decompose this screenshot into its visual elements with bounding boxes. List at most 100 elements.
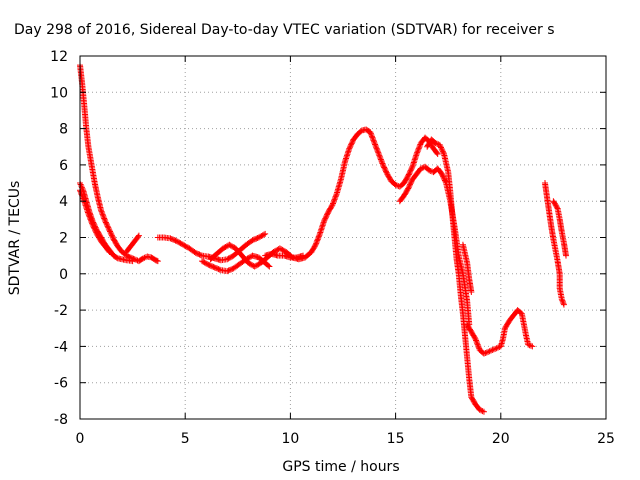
data-point <box>211 264 218 271</box>
data-point <box>311 242 318 249</box>
data-point <box>246 260 253 267</box>
data-point <box>404 186 411 193</box>
data-point <box>377 156 384 163</box>
data-point <box>108 232 115 239</box>
data-point <box>222 243 229 250</box>
data-point <box>212 264 219 271</box>
data-point <box>332 195 339 202</box>
data-point <box>331 197 338 204</box>
data-point <box>183 243 190 250</box>
data-point <box>321 218 328 225</box>
data-point <box>558 296 565 303</box>
data-point <box>328 203 335 210</box>
data-point <box>408 179 415 186</box>
data-point <box>196 251 203 258</box>
data-point <box>432 140 439 147</box>
data-point <box>480 350 487 357</box>
data-point <box>99 209 106 216</box>
data-point <box>313 239 320 246</box>
x-tick-label: 10 <box>281 431 299 447</box>
data-point <box>405 171 412 178</box>
data-point <box>440 174 447 181</box>
data-point <box>321 216 328 223</box>
data-point <box>406 170 413 177</box>
data-point <box>373 145 380 152</box>
data-point <box>492 345 499 352</box>
data-point <box>209 263 216 270</box>
data-point <box>415 145 422 152</box>
data-point <box>106 227 113 234</box>
data-point <box>468 288 475 295</box>
data-point <box>392 181 399 188</box>
data-point <box>92 226 99 233</box>
data-point <box>226 266 233 273</box>
data-point <box>374 146 381 153</box>
data-point <box>191 249 198 256</box>
data-point <box>375 149 382 156</box>
data-point <box>254 235 261 242</box>
data-point <box>483 349 490 356</box>
data-point <box>245 259 252 266</box>
data-point <box>88 217 95 224</box>
data-point <box>255 261 262 268</box>
data-point <box>440 149 447 156</box>
y-tick-label: 10 <box>50 85 68 101</box>
data-point <box>476 406 483 413</box>
data-point <box>473 337 480 344</box>
data-point <box>372 141 379 148</box>
data-point <box>135 233 142 240</box>
data-point <box>202 260 209 267</box>
data-point <box>414 149 421 156</box>
data-point <box>199 258 206 265</box>
data-point <box>376 152 383 159</box>
data-point <box>560 301 567 308</box>
data-point <box>416 142 423 149</box>
data-point <box>330 199 337 206</box>
data-point <box>329 201 336 208</box>
data-point <box>417 165 424 172</box>
data-point <box>381 165 388 172</box>
data-point <box>407 168 414 175</box>
x-tick-label: 5 <box>181 431 190 447</box>
data-point <box>414 148 421 155</box>
data-point <box>478 407 485 414</box>
data-point <box>201 259 208 266</box>
data-point <box>250 236 257 243</box>
data-point <box>382 167 389 174</box>
data-point <box>254 262 261 269</box>
y-tick-label: -8 <box>54 412 68 428</box>
data-point <box>407 181 414 188</box>
data-point <box>85 210 92 217</box>
data-point <box>259 232 266 239</box>
data-point <box>322 215 329 222</box>
data-point <box>312 241 319 248</box>
data-point <box>382 168 389 175</box>
data-point <box>332 193 339 200</box>
data-point <box>140 255 147 262</box>
data-point <box>559 298 566 305</box>
data-point <box>323 212 330 219</box>
data-point <box>205 261 212 268</box>
data-point <box>257 233 264 240</box>
data-point <box>80 195 87 202</box>
data-point <box>104 223 111 230</box>
data-point <box>474 341 481 348</box>
data-point <box>255 234 262 241</box>
data-point <box>228 254 235 261</box>
data-point <box>80 196 87 203</box>
data-point <box>372 142 379 149</box>
data-point <box>383 169 390 176</box>
data-point <box>377 155 384 162</box>
data-point <box>315 233 322 240</box>
data-point <box>439 147 446 154</box>
axis-ticks: 0 5 10 15 20 25 -8 -6 -4 -2 0 2 4 6 8 10 12 <box>50 49 615 447</box>
data-point <box>529 343 536 350</box>
data-point <box>404 174 411 180</box>
data-point <box>322 214 329 221</box>
data-point <box>486 348 493 355</box>
data-point <box>225 255 232 262</box>
data-point <box>180 241 187 248</box>
data-point <box>90 224 97 231</box>
data-point <box>89 220 96 227</box>
x-axis-label: GPS time / hours <box>282 459 399 475</box>
